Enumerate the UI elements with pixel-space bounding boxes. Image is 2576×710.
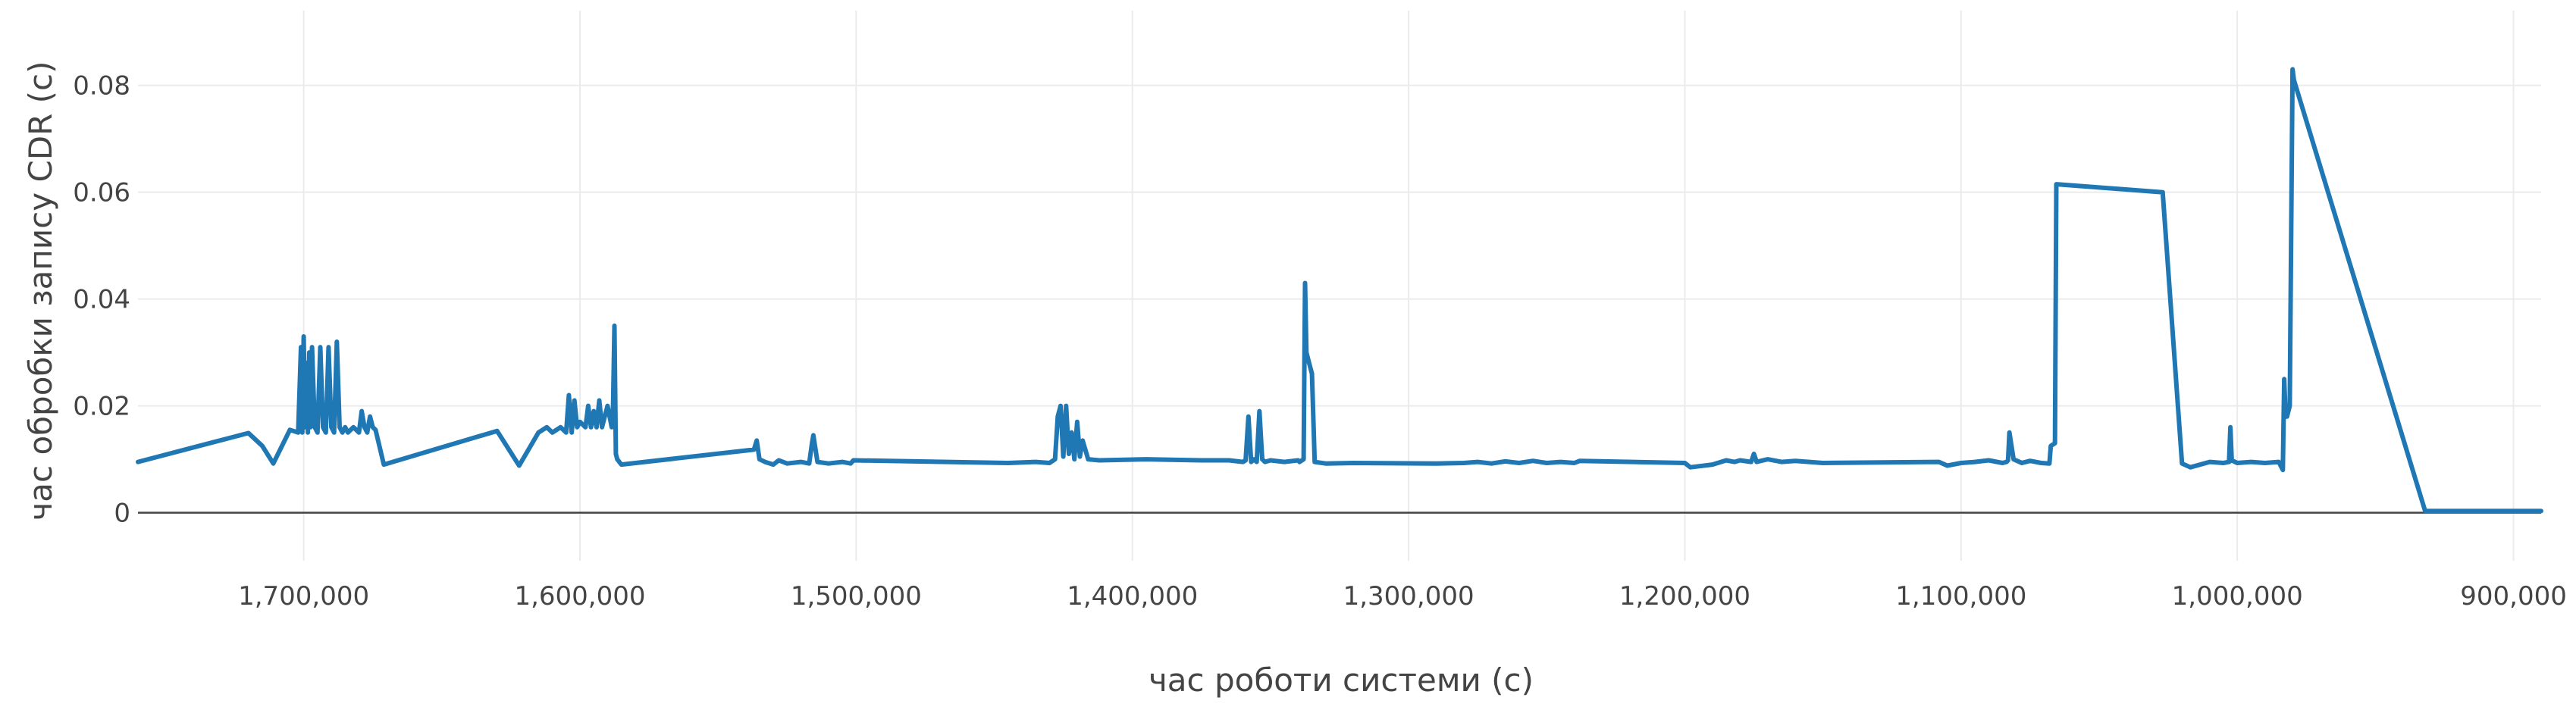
grid-layer <box>138 11 2541 561</box>
x-tick-label: 1,300,000 <box>1343 581 1474 611</box>
y-tick-label: 0.06 <box>73 178 130 208</box>
x-tick-label: 1,000,000 <box>2172 581 2303 611</box>
series-line <box>136 67 2543 514</box>
y-tick-label: 0.08 <box>73 71 130 102</box>
x-tick-label: 1,200,000 <box>1619 581 1750 611</box>
x-tick-label: 1,400,000 <box>1067 581 1198 611</box>
x-axis-title: час роботи системи (с) <box>1149 662 1534 699</box>
x-tick-label: 1,100,000 <box>1895 581 2026 611</box>
y-tick-label: 0.02 <box>73 392 130 422</box>
series-layer <box>136 67 2543 514</box>
x-tick-label: 1,500,000 <box>791 581 922 611</box>
x-tick-label: 1,700,000 <box>238 581 369 611</box>
y-axis-title: час обробки запису CDR (с) <box>22 61 59 521</box>
x-tick-label: 1,600,000 <box>514 581 645 611</box>
x-tick-label: 900,000 <box>2460 581 2567 611</box>
y-tick-label: 0.04 <box>73 285 130 315</box>
tick-layer: 1,700,000 1,600,000 1,500,000 1,400,000 1,30… <box>73 71 2567 611</box>
y-tick-label: 0 <box>114 499 130 529</box>
